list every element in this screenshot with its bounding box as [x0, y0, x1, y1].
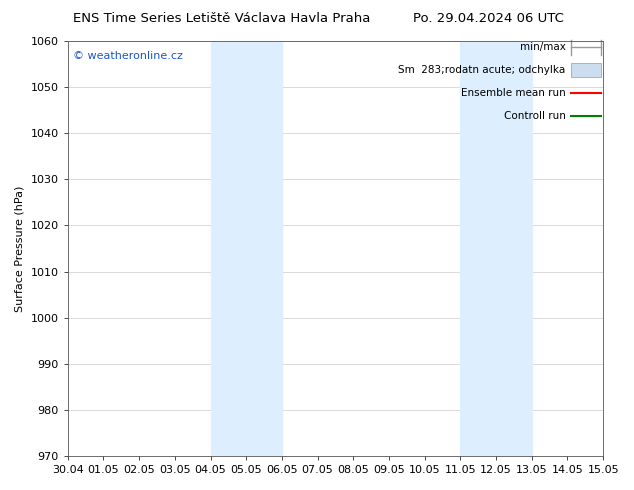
Bar — [210, 41, 282, 456]
Bar — [460, 41, 532, 456]
Text: Controll run: Controll run — [504, 111, 566, 121]
Text: Sm  283;rodatn acute; odchylka: Sm 283;rodatn acute; odchylka — [398, 65, 566, 75]
Text: Po. 29.04.2024 06 UTC: Po. 29.04.2024 06 UTC — [413, 12, 564, 25]
Bar — [571, 64, 600, 77]
Text: Ensemble mean run: Ensemble mean run — [461, 88, 566, 98]
Text: © weatheronline.cz: © weatheronline.cz — [73, 51, 183, 61]
Y-axis label: Surface Pressure (hPa): Surface Pressure (hPa) — [15, 185, 25, 312]
Text: min/max: min/max — [520, 42, 566, 52]
Text: ENS Time Series Letiště Václava Havla Praha: ENS Time Series Letiště Václava Havla Pr… — [73, 12, 371, 25]
